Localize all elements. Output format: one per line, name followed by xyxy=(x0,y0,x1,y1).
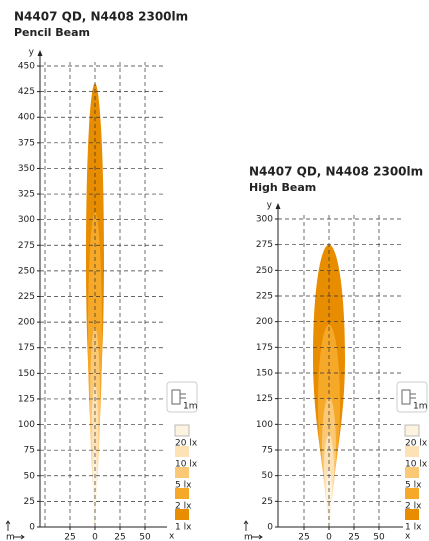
legend-label: 10 lx xyxy=(175,460,198,470)
chart-subtitle: Pencil Beam xyxy=(14,26,90,39)
x-tick-label: 25 xyxy=(298,533,309,541)
y-axis-label: y xyxy=(29,48,35,58)
x-tick-label: 25 xyxy=(114,533,125,541)
unit-arrow xyxy=(5,520,25,540)
y-tick-label: 275 xyxy=(256,240,273,250)
y-tick-label: 300 xyxy=(256,215,273,225)
y-tick-label: 375 xyxy=(18,138,35,148)
legend-label: 2 lx xyxy=(405,502,422,512)
x-axis-label: x xyxy=(169,532,175,541)
y-tick-label: 75 xyxy=(24,446,35,456)
y-axis-label: y xyxy=(267,201,273,211)
legend-swatch xyxy=(404,424,420,437)
y-tick-label: 0 xyxy=(267,523,273,533)
y-tick-label: 300 xyxy=(18,215,35,225)
y-tick-label: 275 xyxy=(18,241,35,251)
legend-label: 5 lx xyxy=(175,481,192,491)
legend-swatch xyxy=(175,488,189,499)
legend-swatch xyxy=(175,509,189,520)
icon-label: 1m xyxy=(413,402,428,412)
y-tick-label: 150 xyxy=(18,369,35,379)
x-tick-label: 25 xyxy=(348,533,359,541)
legend-swatch xyxy=(405,488,419,499)
chart-subtitle: High Beam xyxy=(249,181,316,194)
unit-label: m xyxy=(6,533,15,541)
y-tick-label: 325 xyxy=(18,190,35,200)
y-tick-label: 50 xyxy=(24,471,36,481)
y-tick-label: 150 xyxy=(256,369,273,379)
legend-label: 20 lx xyxy=(175,439,198,449)
unit-label: m xyxy=(244,533,253,541)
y-tick-label: 200 xyxy=(256,317,273,327)
y-tick-label: 225 xyxy=(18,292,35,302)
x-tick-label: 50 xyxy=(139,533,151,541)
y-tick-label: 400 xyxy=(18,113,35,123)
y-tick-label: 200 xyxy=(18,318,35,328)
legend-swatch xyxy=(405,509,419,520)
x-tick-label: 50 xyxy=(373,533,385,541)
y-tick-label: 350 xyxy=(18,164,35,174)
x-tick-label: 0 xyxy=(92,533,98,541)
legend-label: 1 lx xyxy=(175,523,192,533)
y-tick-label: 450 xyxy=(18,62,35,72)
y-tick-label: 25 xyxy=(262,497,273,507)
legend-label: 1 lx xyxy=(405,523,422,533)
y-tick-label: 250 xyxy=(256,266,273,276)
legend-swatch xyxy=(405,467,419,478)
x-tick-label: 25 xyxy=(64,533,75,541)
legend-label: 20 lx xyxy=(405,439,428,449)
icon-label: 1m xyxy=(183,402,198,412)
x-tick-label: 0 xyxy=(326,533,332,541)
y-arrow xyxy=(275,203,281,209)
legend-swatch xyxy=(175,446,189,457)
y-tick-label: 225 xyxy=(256,292,273,302)
legend-label: 5 lx xyxy=(405,481,422,491)
icon xyxy=(171,389,186,405)
y-tick-label: 100 xyxy=(18,420,35,430)
y-tick-label: 125 xyxy=(256,394,273,404)
y-tick-label: 50 xyxy=(262,471,274,481)
y-tick-label: 250 xyxy=(18,266,35,276)
icon xyxy=(401,389,416,405)
y-tick-label: 100 xyxy=(256,420,273,430)
y-tick-label: 0 xyxy=(29,523,35,533)
chart-title: N4407 QD, N4408 2300lm xyxy=(14,10,188,24)
y-arrow xyxy=(37,50,43,56)
y-tick-label: 25 xyxy=(24,497,35,507)
y-tick-label: 425 xyxy=(18,87,35,97)
unit-arrow xyxy=(243,520,263,540)
x-axis-label: x xyxy=(405,532,411,541)
y-tick-label: 175 xyxy=(256,343,273,353)
legend-swatch xyxy=(174,424,190,437)
legend-swatch xyxy=(175,467,189,478)
y-tick-label: 75 xyxy=(262,446,273,456)
legend-label: 2 lx xyxy=(175,502,192,512)
legend-swatch xyxy=(405,446,419,457)
chart-title: N4407 QD, N4408 2300lm xyxy=(249,165,423,179)
y-tick-label: 125 xyxy=(18,394,35,404)
y-tick-label: 175 xyxy=(18,343,35,353)
legend-label: 10 lx xyxy=(405,460,428,470)
